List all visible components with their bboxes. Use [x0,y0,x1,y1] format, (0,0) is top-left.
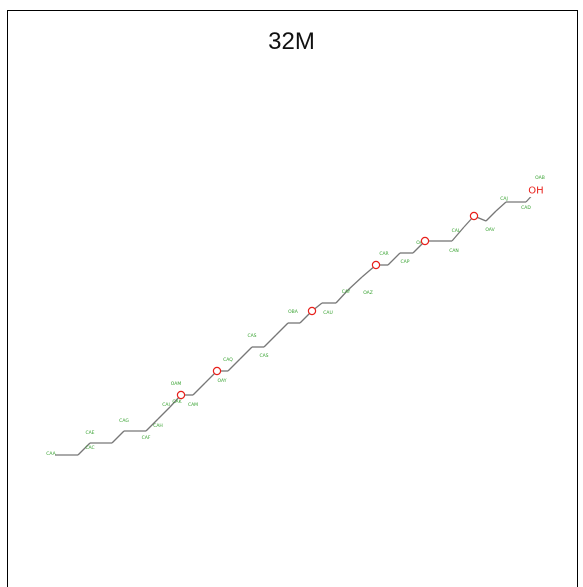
molecule-title: 32M [268,28,315,55]
bond [145,418,159,432]
atom-label: CAD [521,205,531,211]
atom-label: CAE [85,430,94,436]
atom-label: CAF [142,435,151,441]
oxygen-atom [371,260,381,270]
bond [192,382,206,396]
atom-label: CAN [449,248,459,254]
atom-label: OAB [535,175,545,181]
oxygen-atom [212,366,222,376]
atom-label: CAM [188,402,198,408]
bond [347,276,363,291]
atom-label: CAA [46,451,56,457]
atom-label: OAY [218,378,227,384]
bond [227,358,241,372]
bond [387,252,401,266]
oxygen-atom [420,236,430,246]
atom-label: CAH [153,423,163,429]
bond [77,442,91,456]
bond-layer [55,190,537,456]
atom-label: CAR [379,251,388,257]
atom-label: CAU [323,310,333,316]
hydroxyl-backdrop [529,185,543,197]
atom-label: OAV [485,227,495,233]
oxygen-atom [176,390,186,400]
bond [485,210,497,222]
atom-label: CAQ [223,357,233,363]
atom-label: CAC [85,445,94,451]
oxygen-layer: OH [176,185,544,400]
atom-label: OAX [416,240,426,246]
bond [495,201,507,212]
bond [157,406,171,420]
atom-label: CAP [401,259,410,265]
atom-label: CAS [259,353,268,359]
diagram-frame [7,10,578,587]
atom-label: OAZ [363,290,373,296]
bond [111,430,125,444]
oxygen-atom [469,211,479,221]
bond [335,289,349,304]
hydroxyl-group: OH [528,186,543,197]
atom-label: CAL [452,228,461,234]
atom-label: CAS [247,333,256,339]
bond [275,322,289,336]
oxygen-atom [307,306,317,316]
atom-label: OAM [171,381,182,387]
atom-label: CAY [342,289,351,295]
atom-label: CAK [172,399,182,405]
bond [451,226,465,242]
bond [239,346,253,360]
atom-label: CAI [162,402,170,408]
atom-label: OBA [288,309,299,315]
bond [263,334,277,348]
atom-label: CAG [119,418,129,424]
atom-label: CAJ [500,196,508,202]
